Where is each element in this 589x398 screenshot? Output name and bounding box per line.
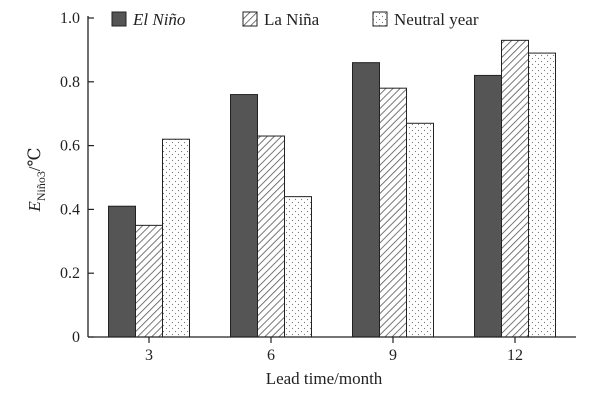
x-tick-label: 6 xyxy=(267,347,275,364)
legend-label: El Niño xyxy=(132,10,185,29)
y-axis-title-main: E xyxy=(25,201,44,213)
bar-hatched-3 xyxy=(135,224,163,338)
y-tick-label: 0.2 xyxy=(60,265,80,282)
bar-solid-dark-6 xyxy=(230,94,258,338)
bar-dotted-9 xyxy=(406,122,434,338)
y-axis-title: ENiño3/℃ xyxy=(25,147,48,212)
y-tick-label: 0.6 xyxy=(60,138,80,155)
x-axis-title: Lead time/month xyxy=(266,369,383,388)
legend-label: La Niña xyxy=(264,10,320,29)
bar-dotted-12 xyxy=(528,52,556,338)
y-tick-label: 0 xyxy=(72,329,80,346)
y-axis-title-unit: /℃ xyxy=(25,147,44,171)
bar-dotted-6 xyxy=(284,196,312,338)
bar-hatched-9 xyxy=(379,87,407,338)
legend-label: Neutral year xyxy=(394,10,479,29)
x-tick-label: 12 xyxy=(507,347,523,364)
x-tick-label: 3 xyxy=(145,347,153,364)
bar-solid-dark-9 xyxy=(352,62,380,338)
legend-swatch-solid-dark xyxy=(111,11,127,27)
x-tick-label: 9 xyxy=(389,347,397,364)
legend-swatch-dotted xyxy=(372,11,388,27)
y-axis-title-subscript: Niño3 xyxy=(34,171,48,201)
bar-solid-dark-3 xyxy=(108,205,136,338)
y-tick-label: 0.8 xyxy=(60,74,80,91)
legend-swatch-hatched xyxy=(242,11,258,27)
y-tick-label: 1.0 xyxy=(60,10,80,27)
y-tick-label: 0.4 xyxy=(60,201,80,218)
bar-hatched-6 xyxy=(257,135,285,338)
bar-hatched-12 xyxy=(501,39,529,338)
bar-dotted-3 xyxy=(162,138,190,338)
y-axis-title-text: ENiño3/℃ xyxy=(25,147,48,212)
bar-solid-dark-12 xyxy=(474,74,502,338)
